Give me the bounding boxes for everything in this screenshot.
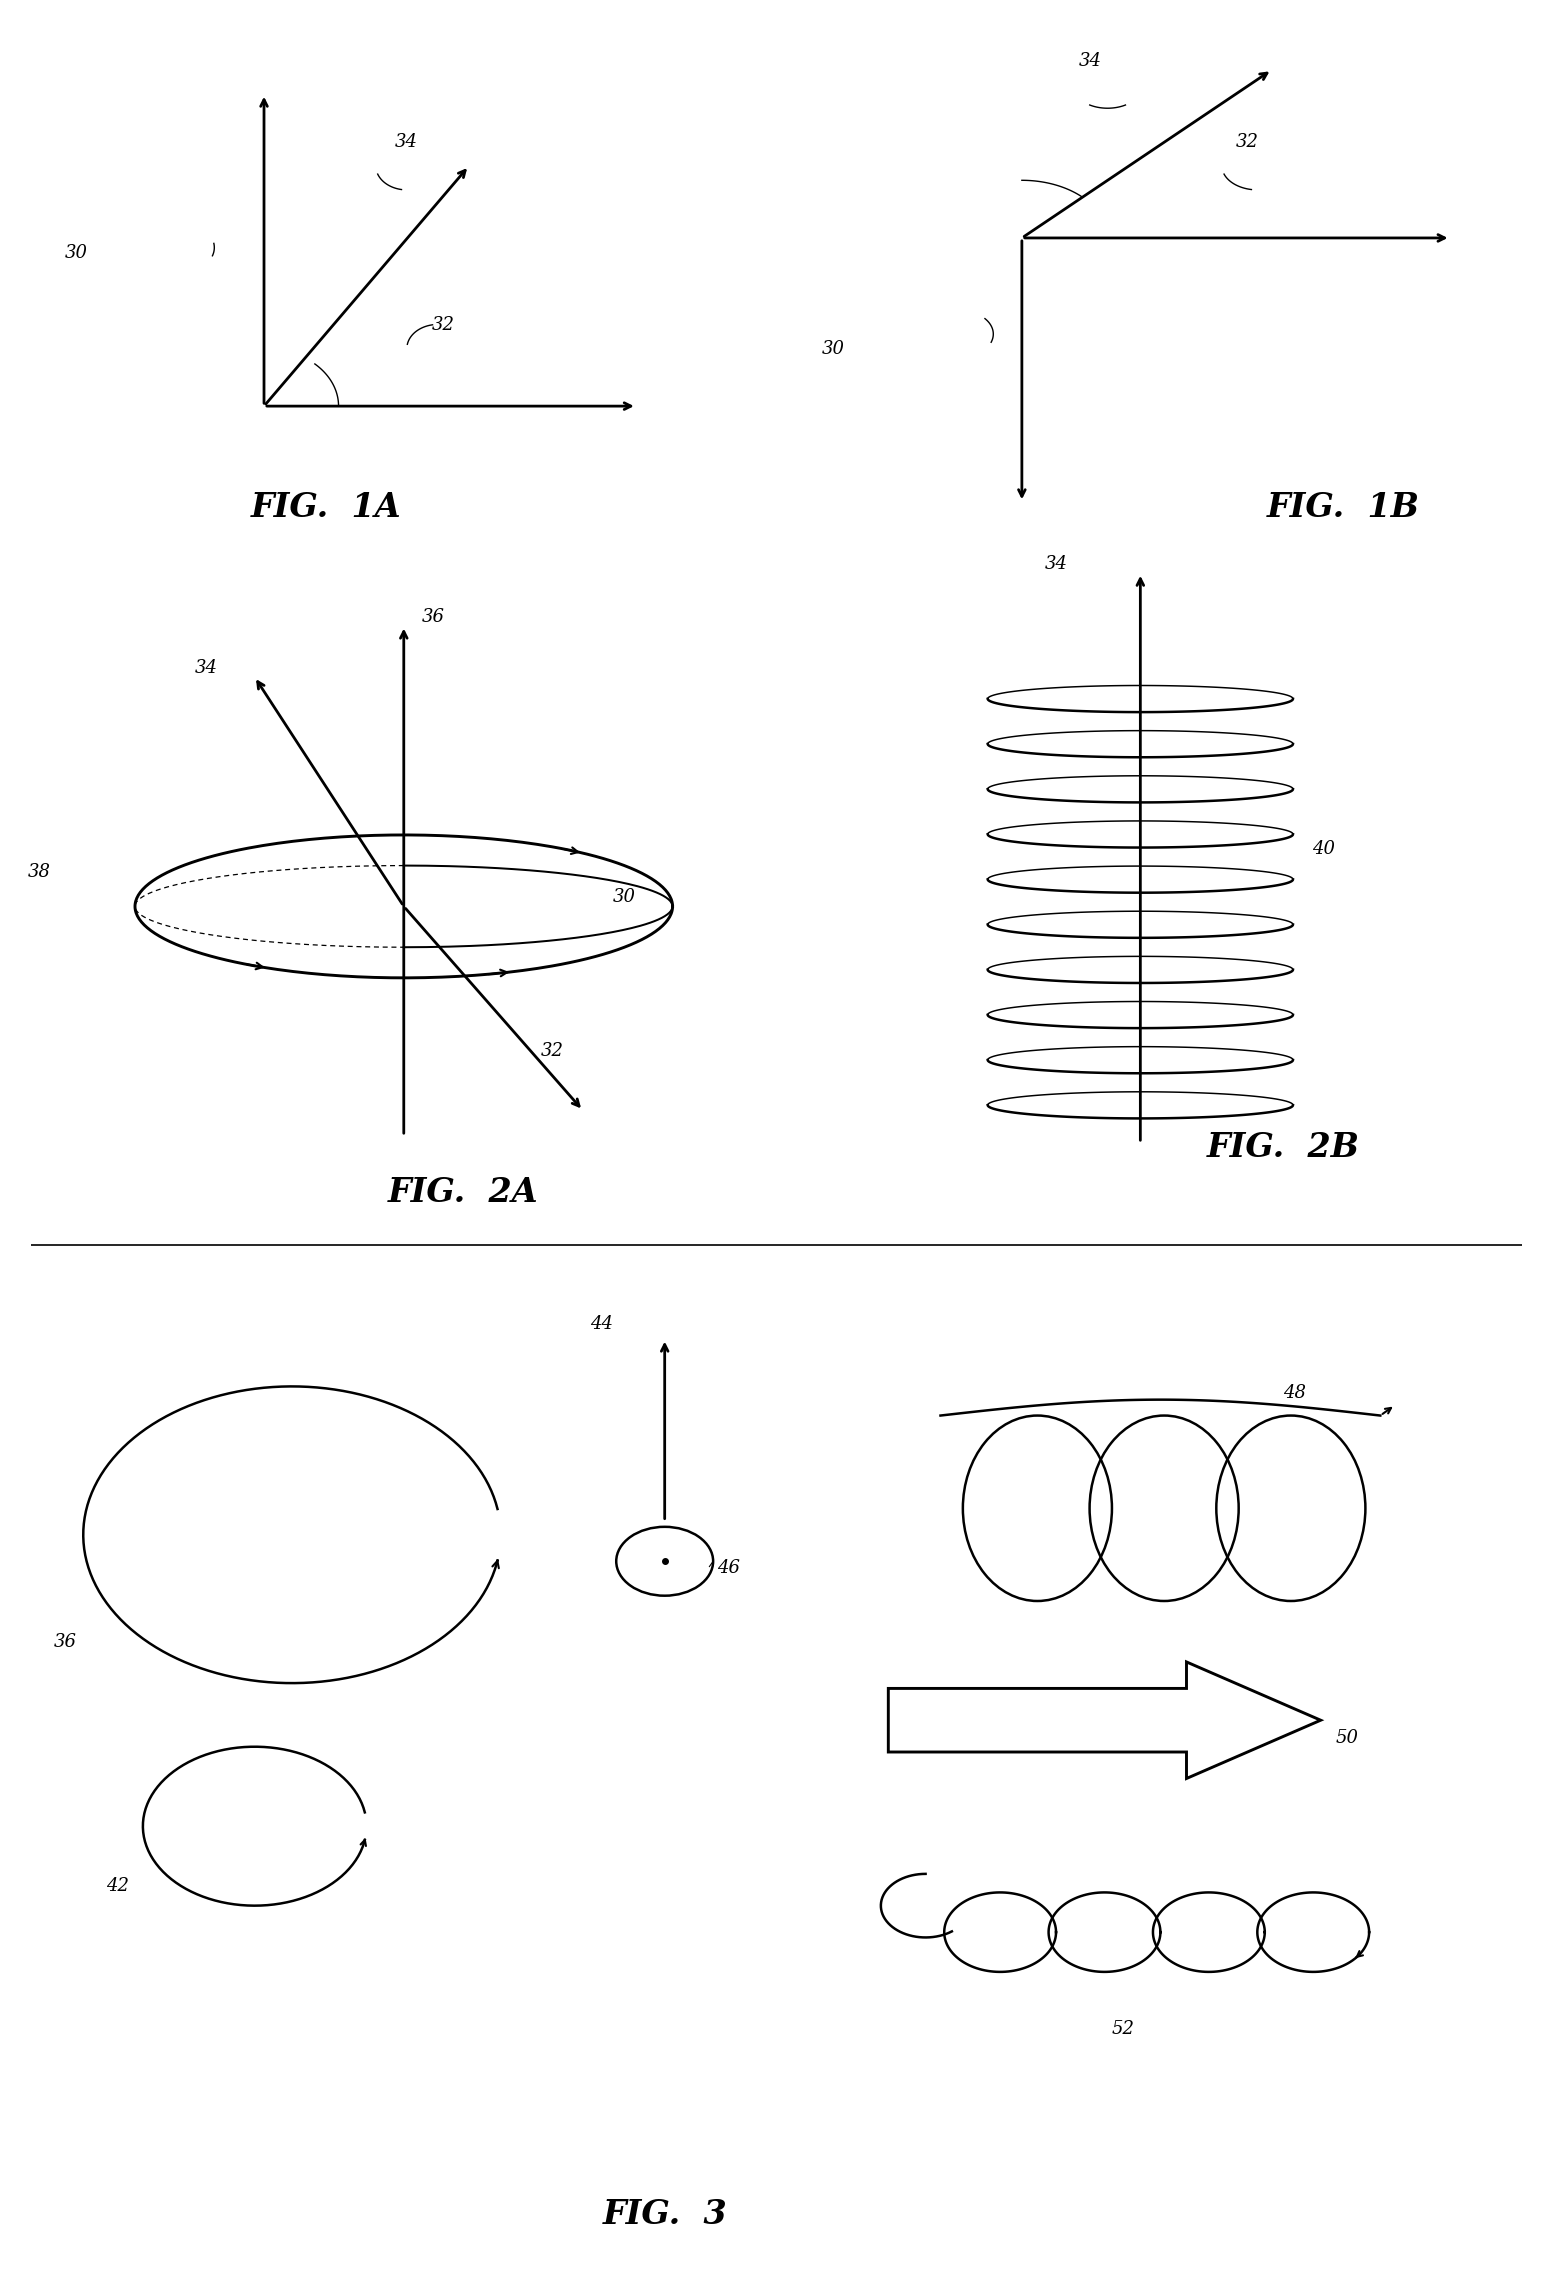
Text: 34: 34 — [194, 659, 217, 677]
Text: FIG.  3: FIG. 3 — [603, 2196, 727, 2231]
Text: FIG.  1A: FIG. 1A — [252, 490, 401, 524]
Text: 34: 34 — [1045, 556, 1068, 572]
Text: 32: 32 — [432, 316, 455, 334]
Text: 52: 52 — [1112, 2020, 1135, 2039]
Text: 36: 36 — [422, 609, 444, 625]
Text: 34: 34 — [394, 133, 418, 151]
Text: 40: 40 — [1312, 840, 1336, 858]
Text: 36: 36 — [53, 1634, 76, 1652]
Text: FIG.  2B: FIG. 2B — [1207, 1130, 1360, 1165]
Text: 46: 46 — [717, 1558, 739, 1576]
Text: FIG.  2A: FIG. 2A — [388, 1176, 539, 1210]
Text: 44: 44 — [590, 1316, 613, 1334]
Text: 38: 38 — [28, 863, 51, 881]
Text: 50: 50 — [1336, 1730, 1359, 1746]
Text: 32: 32 — [1236, 133, 1259, 151]
Text: 42: 42 — [106, 1876, 129, 1894]
Text: 32: 32 — [540, 1041, 564, 1059]
Text: 30: 30 — [613, 888, 635, 906]
Text: 30: 30 — [65, 245, 89, 263]
Text: FIG.  1B: FIG. 1B — [1267, 490, 1419, 524]
Text: 34: 34 — [1079, 53, 1103, 71]
Text: 48: 48 — [1283, 1384, 1306, 1403]
Text: 30: 30 — [822, 341, 845, 359]
